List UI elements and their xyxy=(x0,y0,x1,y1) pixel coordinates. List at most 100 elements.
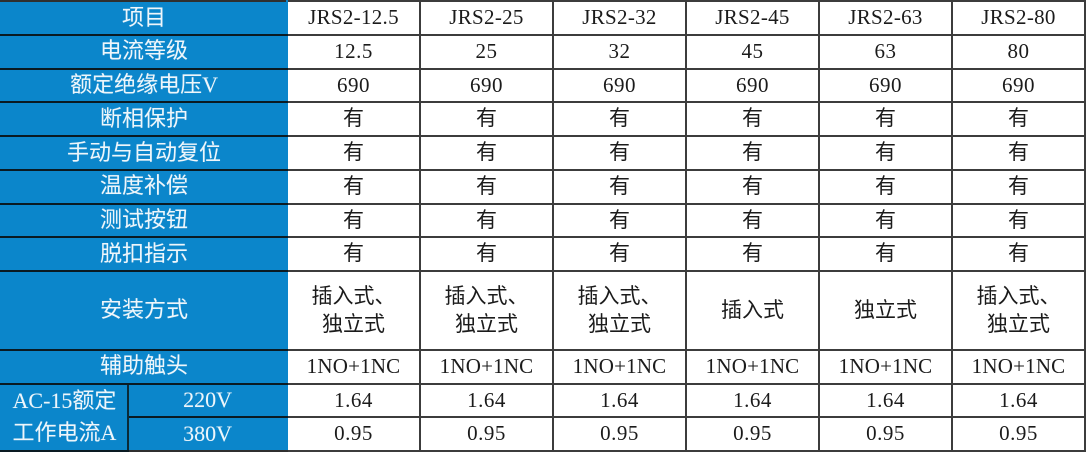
cell-value: 有 xyxy=(818,101,954,137)
cell-value: 1.64 xyxy=(951,382,1086,419)
cell-value: 有 xyxy=(685,202,821,239)
cell-value: 1NO+1NC xyxy=(685,348,821,385)
cell-value: 有 xyxy=(951,135,1086,171)
cell-value: 45 xyxy=(685,33,821,70)
cell-value: 有 xyxy=(552,168,688,205)
row-label-ac15-rated-current: AC-15额定 工作电流A xyxy=(0,382,129,452)
cell-value: 有 xyxy=(685,135,821,171)
cell-value: 63 xyxy=(818,33,954,70)
model-header-2: JRS2-25 xyxy=(419,0,555,36)
cell-value-mounting: 插入式、 独立式 xyxy=(286,270,422,351)
cell-value: 有 xyxy=(552,101,688,137)
cell-value: 有 xyxy=(818,135,954,171)
cell-value-mounting: 插入式、 独立式 xyxy=(552,270,688,351)
table-row: 脱扣指示 有 有 有 有 有 有 xyxy=(0,236,1086,272)
table-row: 断相保护 有 有 有 有 有 有 xyxy=(0,101,1086,137)
cell-value-mounting: 插入式、 独立式 xyxy=(419,270,555,351)
cell-value: 有 xyxy=(286,236,422,272)
mounting-line-2: 独立式 xyxy=(588,312,652,337)
table-row: 测试按钮 有 有 有 有 有 有 xyxy=(0,202,1086,239)
cell-value: 有 xyxy=(685,168,821,205)
mounting-line-2: 独立式 xyxy=(987,312,1051,337)
row-label-trip-indication: 脱扣指示 xyxy=(0,236,289,272)
cell-value: 0.95 xyxy=(685,416,821,452)
cell-value: 有 xyxy=(552,135,688,171)
cell-value: 1NO+1NC xyxy=(286,348,422,385)
cell-value: 有 xyxy=(818,202,954,239)
model-header-4: JRS2-45 xyxy=(685,0,821,36)
mounting-line-1: 插入式、 xyxy=(577,284,662,309)
model-header-1: JRS2-12.5 xyxy=(286,0,422,36)
mounting-line-1: 独立式 xyxy=(854,298,918,323)
cell-value: 690 xyxy=(951,67,1086,104)
model-header-6: JRS2-80 xyxy=(951,0,1086,36)
table-row: 手动与自动复位 有 有 有 有 有 有 xyxy=(0,135,1086,171)
cell-value: 有 xyxy=(286,135,422,171)
cell-value: 1.64 xyxy=(286,382,422,419)
row-label-voltage-380v: 380V xyxy=(126,416,289,452)
cell-value: 有 xyxy=(951,202,1086,239)
row-label-auxiliary-contact: 辅助触头 xyxy=(0,348,289,385)
cell-value: 有 xyxy=(419,202,555,239)
mounting-line-2: 独立式 xyxy=(322,312,386,337)
mounting-line-1: 插入式 xyxy=(721,298,785,323)
table-row: 电流等级 12.5 25 32 45 63 80 xyxy=(0,33,1086,70)
cell-value: 1NO+1NC xyxy=(552,348,688,385)
cell-value: 有 xyxy=(286,101,422,137)
row-label-phase-failure-protection: 断相保护 xyxy=(0,101,289,137)
cell-value-mounting: 插入式 xyxy=(685,270,821,351)
cell-value: 1.64 xyxy=(685,382,821,419)
cell-value: 有 xyxy=(685,101,821,137)
cell-value: 有 xyxy=(818,236,954,272)
cell-value: 690 xyxy=(818,67,954,104)
cell-value: 1.64 xyxy=(419,382,555,419)
model-header-3: JRS2-32 xyxy=(552,0,688,36)
cell-value: 690 xyxy=(419,67,555,104)
row-label-test-button: 测试按钮 xyxy=(0,202,289,239)
cell-value: 0.95 xyxy=(818,416,954,452)
row-label-voltage-220v: 220V xyxy=(126,382,289,419)
cell-value: 0.95 xyxy=(286,416,422,452)
cell-value: 1NO+1NC xyxy=(419,348,555,385)
table-row-mounting: 安装方式 插入式、 独立式 插入式、 独立式 插入式、 独立式 插入式 独立式 … xyxy=(0,270,1086,351)
model-header-5: JRS2-63 xyxy=(818,0,954,36)
mounting-line-2: 独立式 xyxy=(455,312,519,337)
mounting-line-1: 插入式、 xyxy=(311,284,396,309)
cell-value: 有 xyxy=(951,168,1086,205)
cell-value: 有 xyxy=(552,202,688,239)
mounting-line-1: 插入式、 xyxy=(444,284,529,309)
cell-value: 690 xyxy=(552,67,688,104)
row-label-item: 项目 xyxy=(0,0,289,36)
cell-value: 有 xyxy=(286,202,422,239)
table-row-ac15-220v: AC-15额定 工作电流A 220V 1.64 1.64 1.64 1.64 1… xyxy=(0,382,1086,452)
cell-value: 1.64 xyxy=(552,382,688,419)
cell-value: 690 xyxy=(286,67,422,104)
cell-value: 80 xyxy=(951,33,1086,70)
cell-value: 1NO+1NC xyxy=(951,348,1086,385)
row-label-temperature-compensation: 温度补偿 xyxy=(0,168,289,205)
cell-value: 有 xyxy=(419,168,555,205)
cell-value: 有 xyxy=(419,236,555,272)
cell-value: 有 xyxy=(951,236,1086,272)
cell-value-mounting: 独立式 xyxy=(818,270,954,351)
cell-value: 32 xyxy=(552,33,688,70)
row-label-insulation-voltage: 额定绝缘电压V xyxy=(0,67,289,104)
cell-value: 1NO+1NC xyxy=(818,348,954,385)
table-row: 额定绝缘电压V 690 690 690 690 690 690 xyxy=(0,67,1086,104)
cell-value: 12.5 xyxy=(286,33,422,70)
table-header-row: 项目 JRS2-12.5 JRS2-25 JRS2-32 JRS2-45 JRS… xyxy=(0,0,1086,36)
row-label-manual-auto-reset: 手动与自动复位 xyxy=(0,135,289,171)
cell-value: 有 xyxy=(818,168,954,205)
ac15-label-line-2: 工作电流A xyxy=(12,420,117,446)
cell-value-mounting: 插入式、 独立式 xyxy=(951,270,1086,351)
table-row: 温度补偿 有 有 有 有 有 有 xyxy=(0,168,1086,205)
cell-value: 有 xyxy=(951,101,1086,137)
cell-value: 有 xyxy=(419,135,555,171)
table-row-ac15-380v: 380V 0.95 0.95 0.95 0.95 0.95 0.95 xyxy=(1,416,1086,452)
row-label-mounting-type: 安装方式 xyxy=(0,270,289,351)
cell-value: 0.95 xyxy=(552,416,688,452)
ac15-label-line-1: AC-15额定 xyxy=(12,388,117,414)
row-label-current-rating: 电流等级 xyxy=(0,33,289,70)
cell-value: 1.64 xyxy=(818,382,954,419)
